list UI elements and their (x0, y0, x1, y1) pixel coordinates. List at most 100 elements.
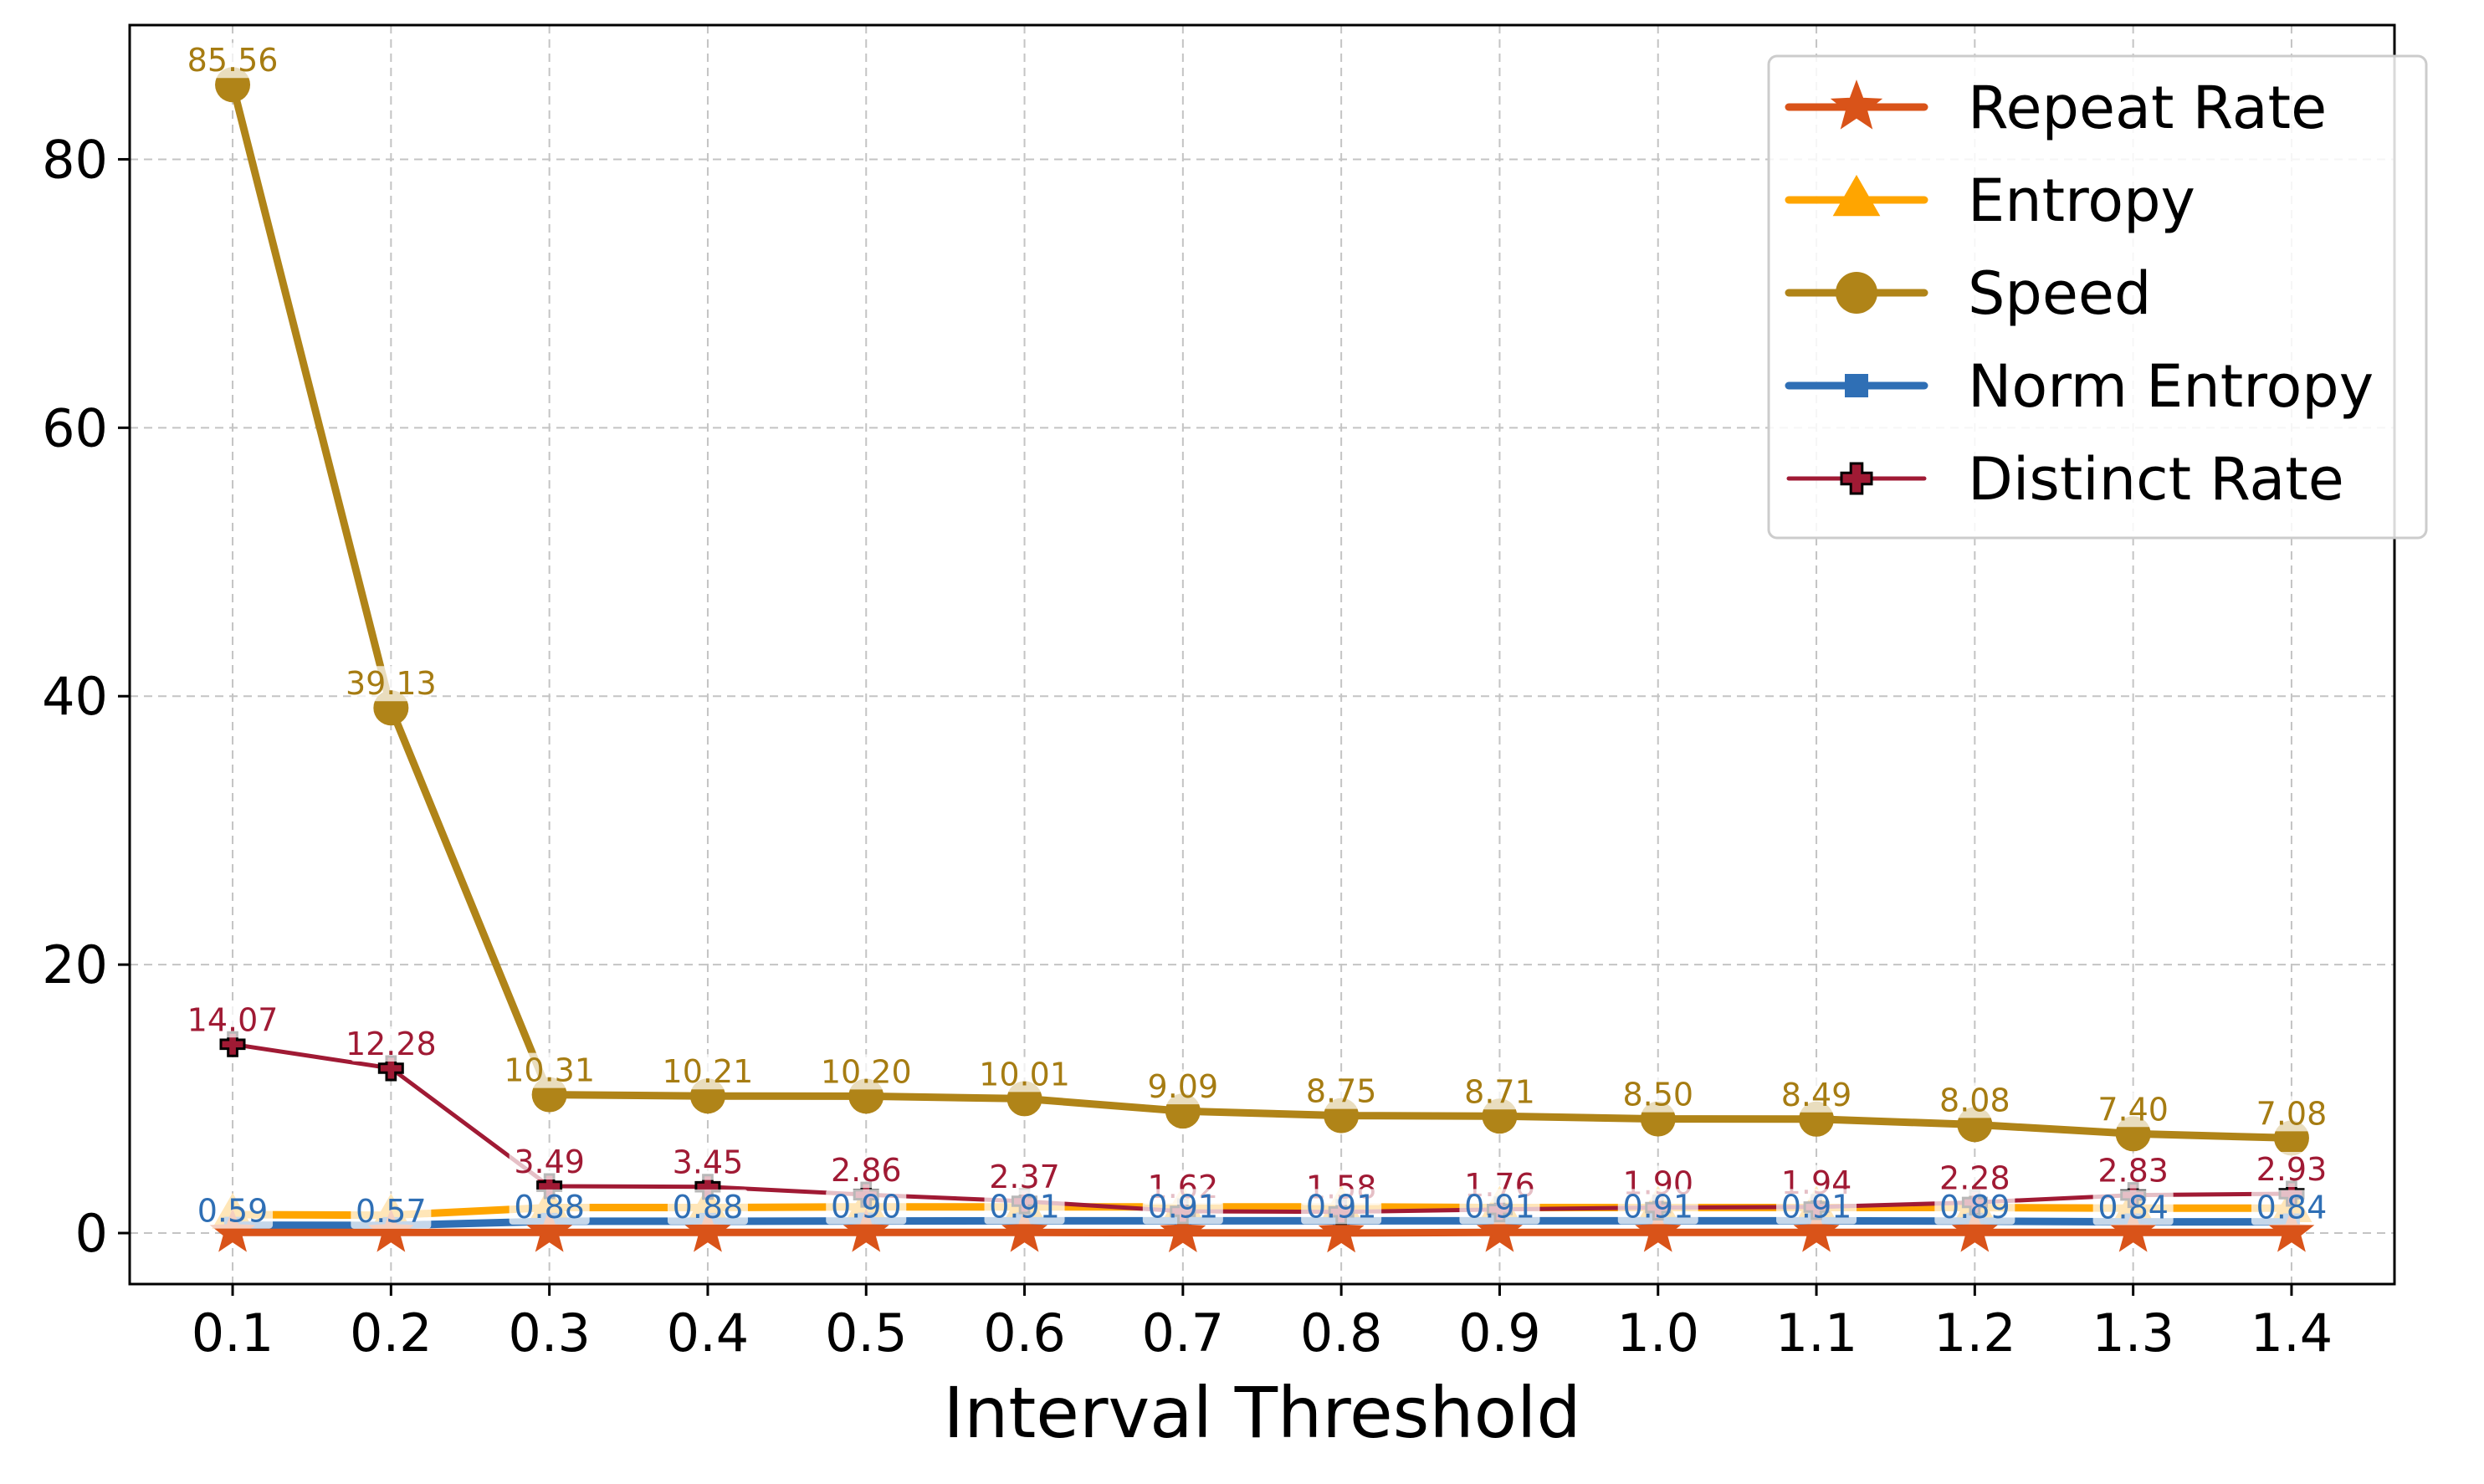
speed-label-bg (1617, 1077, 1698, 1113)
x-tick-label: 0.9 (1458, 1302, 1541, 1364)
repeat-rate-point (1318, 1209, 1365, 1253)
legend-marker (1845, 374, 1868, 397)
x-axis-title: Interval Threshold (943, 1372, 1580, 1454)
norm-entropy-label-bg (1934, 1189, 2015, 1225)
distinct-rate-data-label: 12.28 (346, 1026, 437, 1062)
legend-box (1767, 54, 2428, 540)
speed-line (228, 80, 2296, 1142)
norm-entropy-data-label: 0.57 (356, 1193, 427, 1230)
distinct-rate-label-bg (2092, 1153, 2174, 1189)
norm-entropy-data-label: 0.91 (1622, 1188, 1693, 1225)
y-axis: 0 20 40 60 80 (42, 129, 130, 1264)
norm-entropy-data-label: 0.91 (1464, 1188, 1535, 1225)
series-repeat-rate (209, 1208, 2315, 1253)
speed-label-bg (2251, 1096, 2332, 1132)
norm-entropy-data-label: 0.88 (673, 1189, 744, 1226)
speed-label-bg (1301, 1073, 1382, 1109)
speed-label-bg (192, 43, 274, 79)
legend-label: Entropy (1968, 166, 2195, 235)
x-tick-label: 1.0 (1616, 1302, 1699, 1364)
legend-label: Repeat Rate (1968, 74, 2327, 142)
y-tick-label: 40 (42, 666, 108, 727)
repeat-rate-point (684, 1208, 731, 1252)
repeat-rate-point (1793, 1208, 1840, 1252)
speed-data-label: 8.08 (1939, 1082, 2010, 1118)
norm-entropy-data-label: 0.91 (1306, 1188, 1377, 1225)
repeat-rate-line (228, 1228, 2296, 1237)
distinct-rate-point (219, 1031, 246, 1057)
x-tick-label: 0.5 (825, 1302, 908, 1364)
speed-data-label: 8.50 (1622, 1077, 1693, 1113)
speed-label-bg (351, 666, 432, 702)
speed-label-bg (1459, 1074, 1540, 1110)
legend-label: Distinct Rate (1968, 445, 2344, 514)
norm-entropy-label-bg (351, 1193, 432, 1229)
repeat-rate-point (526, 1208, 573, 1252)
speed-label-bg (2092, 1092, 2174, 1128)
norm-entropy-label-bg (1617, 1189, 1698, 1225)
speed-data-label: 10.01 (979, 1056, 1070, 1093)
speed-data-label: 10.31 (504, 1052, 595, 1089)
distinct-rate-label-bg (192, 1002, 274, 1038)
repeat-rate-point (843, 1208, 889, 1252)
distinct-rate-data-label: 3.45 (673, 1144, 744, 1181)
legend-label: Speed (1968, 259, 2151, 328)
norm-entropy-label-bg (1776, 1189, 1857, 1225)
repeat-rate-point (2268, 1208, 2315, 1252)
distinct-rate-data-label: 2.93 (2256, 1151, 2328, 1188)
distinct-rate-data-label: 14.07 (187, 1001, 279, 1038)
distinct-rate-label-bg (1934, 1160, 2015, 1196)
legend-label: Norm Entropy (1968, 352, 2374, 421)
norm-entropy-data-label: 0.89 (1939, 1189, 2010, 1226)
repeat-rate-point (1476, 1208, 1523, 1252)
speed-data-label: 8.49 (1781, 1077, 1852, 1113)
distinct-rate-data-label: 2.86 (831, 1152, 902, 1189)
data-labels-layer: 85.56 39.13 10.31 10.21 10.20 10.01 9.09 8.75 8.… (187, 42, 2332, 1230)
norm-entropy-data-label: 0.84 (2256, 1190, 2328, 1226)
x-tick-label: 1.1 (1775, 1302, 1858, 1364)
speed-label-bg (826, 1054, 907, 1090)
speed-label-bg (1142, 1069, 1223, 1105)
norm-entropy-data-label: 0.91 (989, 1188, 1060, 1225)
repeat-rate-point (1951, 1208, 1998, 1252)
distinct-rate-label-bg (2251, 1152, 2332, 1188)
legend: Repeat Rate Entropy Speed Norm Entropy Disti… (1767, 54, 2428, 540)
speed-data-label: 10.20 (821, 1053, 912, 1090)
speed-data-label: 8.71 (1464, 1073, 1535, 1110)
repeat-rate-point (1635, 1208, 1682, 1252)
distinct-rate-label-bg (667, 1144, 748, 1180)
distinct-rate-label-bg (351, 1026, 432, 1062)
legend-item-entropy: Entropy (1785, 166, 2195, 235)
speed-data-label: 39.13 (346, 665, 437, 702)
y-tick-label: 20 (42, 934, 108, 995)
norm-entropy-label-bg (826, 1189, 907, 1225)
norm-entropy-data-label: 0.59 (197, 1193, 269, 1230)
distinct-rate-label-bg (984, 1159, 1065, 1195)
grid-lines (130, 25, 2394, 1284)
x-tick-label: 0.4 (667, 1302, 750, 1364)
norm-entropy-label-bg (192, 1193, 274, 1229)
x-tick-label: 1.4 (2251, 1302, 2333, 1364)
legend-marker (1832, 174, 1881, 217)
norm-entropy-data-label: 0.91 (1148, 1188, 1219, 1225)
x-tick-label: 1.3 (2092, 1302, 2174, 1364)
speed-label-bg (984, 1057, 1065, 1093)
legend-item-repeat-rate: Repeat Rate (1785, 74, 2327, 142)
x-axis: 0.1 0.2 0.3 0.4 0.5 0.6 0.7 0.8 0.9 1.0 1.1 1.2 1.3 1… (192, 1284, 2333, 1364)
x-tick-label: 0.1 (192, 1302, 274, 1364)
speed-label-bg (1776, 1077, 1857, 1113)
norm-entropy-data-label: 0.84 (2097, 1190, 2169, 1226)
norm-entropy-label-bg (984, 1189, 1065, 1225)
norm-entropy-label-bg (1142, 1189, 1223, 1225)
x-tick-label: 0.8 (1300, 1302, 1383, 1364)
legend-item-speed: Speed (1785, 259, 2151, 328)
distinct-rate-point (377, 1055, 404, 1082)
norm-entropy-label-bg (2251, 1190, 2332, 1226)
y-tick-label: 60 (42, 397, 108, 458)
distinct-rate-label-bg (509, 1144, 590, 1180)
x-tick-label: 0.7 (1142, 1302, 1225, 1364)
norm-entropy-label-bg (1301, 1189, 1382, 1225)
x-tick-label: 1.2 (1933, 1302, 2016, 1364)
norm-entropy-data-label: 0.88 (514, 1189, 585, 1226)
